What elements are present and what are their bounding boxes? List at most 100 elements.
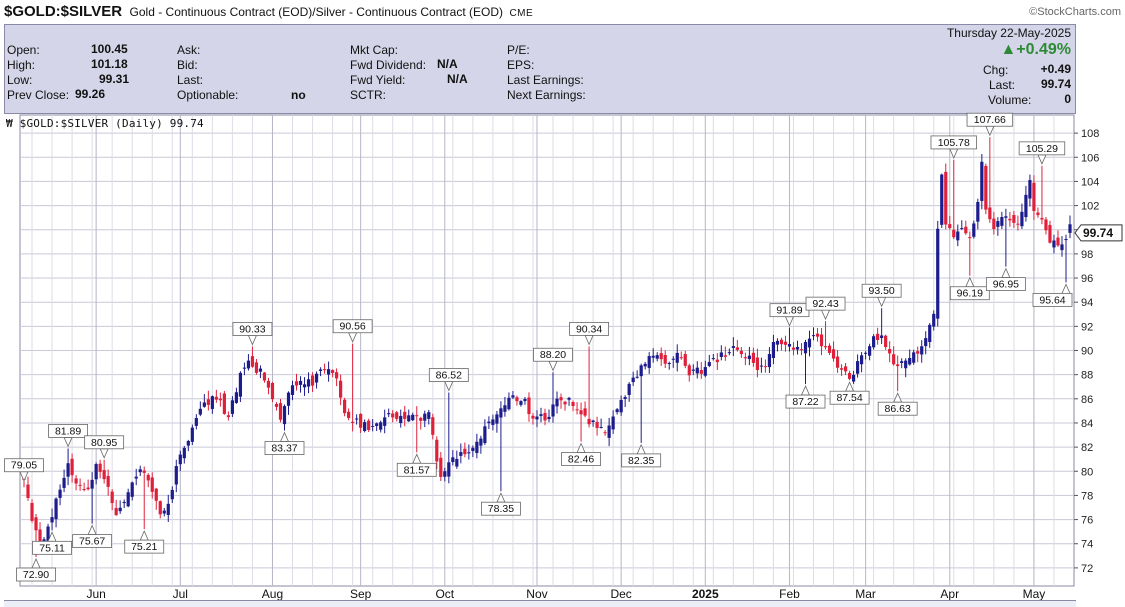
brand-watermark: ©StockCharts.com: [1029, 6, 1121, 18]
series-title: $GOLD:$SILVER (Daily) 99.74: [19, 117, 204, 130]
candle-body: [535, 416, 539, 420]
candle-body: [591, 420, 595, 422]
candle-body: [735, 347, 739, 350]
candle-body: [1060, 244, 1064, 251]
candle-body: [334, 372, 339, 379]
callout-box: [877, 401, 918, 416]
candle-body: [471, 447, 475, 452]
candle-body: [162, 510, 166, 514]
candle-body: [118, 507, 122, 512]
y-tick-label: 88: [1081, 370, 1093, 382]
callout-label: 80.95: [91, 437, 117, 449]
candle-body: [126, 492, 130, 507]
sctr-label: SCTR:: [350, 88, 386, 102]
candle-body: [419, 417, 423, 421]
bottom-panel-strip: [4, 600, 1076, 607]
callout-label: 87.22: [792, 396, 818, 408]
candle-body: [972, 223, 976, 237]
y-tick-label: 104: [1081, 176, 1099, 188]
candle-body: [94, 464, 98, 480]
candle-body: [330, 370, 335, 373]
candle-body: [290, 385, 295, 395]
candle-body: [687, 365, 691, 376]
candle-body: [944, 171, 948, 225]
callout-box: [985, 277, 1026, 291]
callout-box: [4, 458, 44, 473]
x-tick-label: May: [1023, 587, 1046, 601]
x-tick-label: Oct: [435, 587, 454, 601]
candle-body: [294, 381, 299, 386]
ask-label: Ask:: [177, 43, 201, 57]
callout-label: 90.56: [339, 321, 365, 333]
callout-box: [72, 534, 113, 548]
callout-label: 78.35: [488, 503, 514, 515]
candle-body: [992, 218, 996, 230]
high-value: 101.18: [91, 57, 128, 71]
candle-body: [58, 489, 62, 498]
candle-body: [146, 474, 150, 481]
candle-body: [980, 161, 984, 201]
candle-body: [663, 354, 667, 364]
candle-body: [222, 393, 226, 414]
callout-label: 92.43: [812, 298, 838, 310]
y-tick-label: 80: [1081, 466, 1093, 478]
callout-box: [1032, 292, 1073, 307]
candle-body: [948, 224, 952, 229]
y-tick-label: 78: [1081, 490, 1093, 502]
candle-body: [347, 411, 351, 419]
candle-body: [563, 401, 567, 405]
candle-body: [984, 165, 988, 210]
candle-body: [463, 448, 467, 455]
candle-body: [607, 425, 611, 438]
callout-label: 79.05: [11, 460, 37, 472]
candle-body: [884, 335, 888, 348]
candle-body: [952, 229, 956, 238]
candle-body: [154, 488, 158, 501]
candle-body: [174, 466, 178, 485]
quote-panel: Open: 100.45 High: 101.18 Low: 99.31 Pre…: [4, 24, 1076, 114]
candle-body: [936, 228, 940, 319]
candle-body: [779, 339, 784, 345]
chart-series-label: ₩ $GOLD:$SILVER (Daily) 99.74: [6, 117, 204, 130]
candle-body: [964, 226, 968, 234]
candle-body: [811, 335, 816, 337]
candle-body: [1040, 217, 1044, 220]
candle-body: [900, 361, 904, 363]
candle-body: [355, 418, 359, 420]
candle-body: [787, 344, 792, 347]
candle-body: [575, 409, 579, 411]
y-tick-label: 92: [1081, 321, 1093, 333]
callout-box: [861, 283, 902, 298]
candle-body: [178, 454, 182, 465]
candle-body: [359, 413, 363, 428]
series-icon: ₩: [6, 117, 20, 130]
x-tick-label: Sep: [350, 587, 372, 601]
candle-body: [403, 411, 407, 419]
candle-body: [747, 355, 751, 360]
candle-body: [387, 413, 391, 415]
candle-body: [904, 360, 908, 369]
candle-body: [170, 489, 174, 500]
candle-body: [306, 379, 311, 387]
candle-body: [579, 410, 583, 415]
candle-body: [507, 397, 511, 410]
candle-body: [74, 478, 78, 484]
candle-body: [134, 476, 138, 479]
candle-body: [435, 439, 439, 462]
candle-body: [807, 338, 812, 348]
callout-label: 90.33: [239, 324, 265, 336]
optionable-label: Optionable:: [177, 88, 239, 102]
candle-body: [475, 441, 479, 453]
x-tick-label: Dec: [610, 587, 631, 601]
candle-body: [467, 452, 471, 454]
candle-body: [242, 367, 247, 369]
candle-body: [218, 398, 222, 401]
candle-body: [691, 369, 695, 371]
fwd-dividend-value: N/A: [437, 57, 458, 71]
candle-body: [876, 333, 880, 340]
chg-label: Chg:: [983, 63, 1009, 77]
candle-body: [166, 503, 170, 515]
candle-body: [367, 420, 371, 431]
callout-label: 81.57: [404, 464, 430, 476]
